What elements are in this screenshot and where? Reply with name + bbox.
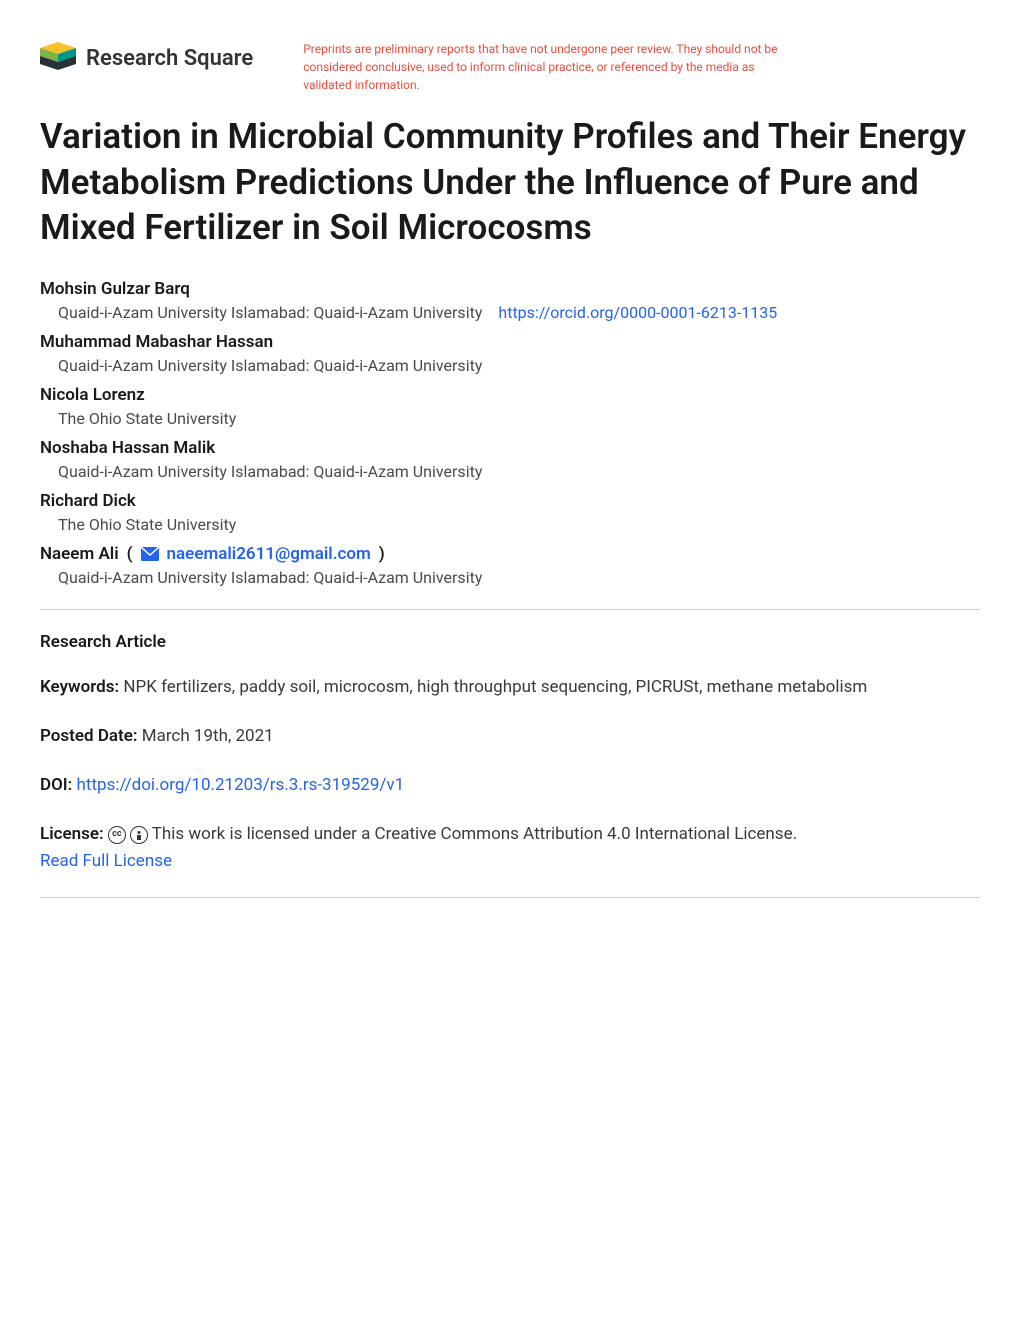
- author-name: Naeem Ali ( naeemali2611@gmail.com ): [40, 544, 980, 564]
- author-name-text: Naeem Ali: [40, 544, 119, 564]
- author-affiliation: The Ohio State University: [58, 515, 980, 534]
- email-icon: [141, 547, 159, 561]
- posted-date-value: March 19th, 2021: [142, 726, 274, 746]
- paren-open: (: [127, 544, 133, 564]
- author-name: Richard Dick: [40, 491, 980, 511]
- paper-title: Variation in Microbial Community Profile…: [40, 114, 980, 251]
- author-block: Noshaba Hassan Malik Quaid-i-Azam Univer…: [40, 438, 980, 481]
- author-affiliation: Quaid-i-Azam University Islamabad: Quaid…: [58, 462, 980, 481]
- license-row: License: cc This work is licensed under …: [40, 821, 980, 875]
- author-block: Nicola Lorenz The Ohio State University: [40, 385, 980, 428]
- author-name: Nicola Lorenz: [40, 385, 980, 405]
- author-name: Noshaba Hassan Malik: [40, 438, 980, 458]
- logo: Research Square: [40, 40, 253, 76]
- author-affiliation: Quaid-i-Azam University Islamabad: Quaid…: [58, 356, 980, 375]
- doi-label: DOI:: [40, 775, 72, 795]
- cc-icon: cc: [108, 826, 126, 844]
- posted-date-label: Posted Date:: [40, 726, 138, 746]
- by-icon: [130, 826, 148, 844]
- posted-date-row: Posted Date: March 19th, 2021: [40, 723, 980, 750]
- author-block: Naeem Ali ( naeemali2611@gmail.com ) Qua…: [40, 544, 980, 587]
- author-block: Mohsin Gulzar Barq Quaid-i-Azam Universi…: [40, 279, 980, 322]
- keywords-row: Keywords: NPK fertilizers, paddy soil, m…: [40, 674, 980, 701]
- doi-row: DOI: https://doi.org/10.21203/rs.3.rs-31…: [40, 772, 980, 799]
- license-link[interactable]: Read Full License: [40, 851, 172, 871]
- keywords-value: NPK fertilizers, paddy soil, microcosm, …: [123, 677, 867, 697]
- doi-link[interactable]: https://doi.org/10.21203/rs.3.rs-319529/…: [77, 775, 405, 795]
- author-block: Muhammad Mabashar Hassan Quaid-i-Azam Un…: [40, 332, 980, 375]
- divider: [40, 897, 980, 898]
- license-label: License:: [40, 824, 104, 844]
- author-name: Muhammad Mabashar Hassan: [40, 332, 980, 352]
- license-icons: cc: [108, 826, 148, 844]
- orcid-link[interactable]: https://orcid.org/0000-0001-6213-1135: [498, 303, 777, 322]
- corresponding-email[interactable]: naeemali2611@gmail.com: [167, 544, 371, 564]
- author-block: Richard Dick The Ohio State University: [40, 491, 980, 534]
- authors-list: Mohsin Gulzar Barq Quaid-i-Azam Universi…: [40, 279, 980, 587]
- author-affiliation: The Ohio State University: [58, 409, 980, 428]
- author-affiliation: Quaid-i-Azam University Islamabad: Quaid…: [58, 568, 980, 587]
- disclaimer-text: Preprints are preliminary reports that h…: [303, 40, 783, 94]
- logo-text: Research Square: [86, 46, 253, 71]
- header-row: Research Square Preprints are preliminar…: [40, 40, 980, 94]
- keywords-label: Keywords:: [40, 677, 119, 697]
- author-affiliation: Quaid-i-Azam University Islamabad: Quaid…: [58, 303, 482, 322]
- paren-close: ): [379, 544, 385, 564]
- divider: [40, 609, 980, 610]
- license-text: This work is licensed under a Creative C…: [152, 824, 797, 844]
- author-name: Mohsin Gulzar Barq: [40, 279, 980, 299]
- article-type: Research Article: [40, 632, 980, 652]
- logo-icon: [40, 40, 76, 76]
